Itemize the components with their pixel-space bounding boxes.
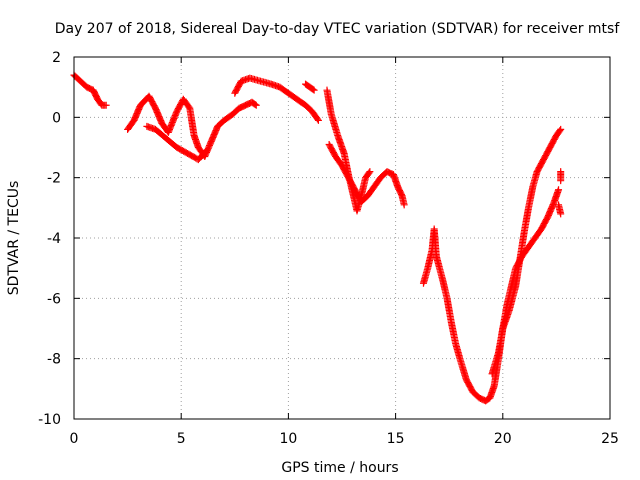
y-tick-label: -10 [38,412,61,428]
data-point [365,169,373,177]
data-point [309,85,317,93]
data-point [313,115,321,123]
y-tick-label: -4 [47,231,61,247]
y-tick-label: -6 [47,291,61,307]
x-tick-label: 5 [177,431,186,447]
data-point [557,210,565,218]
data-point [203,147,211,155]
x-tick-label: 15 [387,431,405,447]
data-point [251,101,259,109]
data-point [557,177,565,185]
data-point [314,116,322,124]
y-tick-label: 2 [52,50,61,66]
data-point [400,201,408,209]
data-point [556,127,564,135]
data-point [557,125,565,133]
x-tick-label: 0 [70,431,79,447]
data-point [202,148,210,156]
data-series [70,71,565,405]
data-point [102,101,110,109]
data-point [366,168,374,176]
chart-title: Day 207 of 2018, Sidereal Day-to-day VTE… [55,21,621,37]
data-point [555,186,563,194]
x-tick-label: 10 [279,431,297,447]
y-axis-label: SDTVAR / TECUs [6,181,22,296]
data-point [252,101,260,109]
x-axis-label: GPS time / hours [281,460,398,476]
y-tick-label: -2 [47,171,61,187]
x-tick-label: 25 [601,431,619,447]
y-tick-label: -8 [47,352,61,368]
series-markers [70,71,565,405]
x-tick-label: 20 [494,431,512,447]
grid [74,57,610,419]
y-tick-label: 0 [52,110,61,126]
data-point [310,86,318,94]
